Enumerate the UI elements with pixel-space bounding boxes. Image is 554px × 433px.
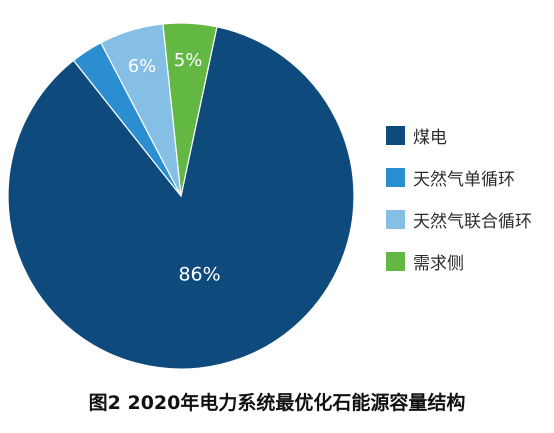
- legend-swatch-coal: [386, 125, 405, 145]
- legend-label-gas-simple-cycle: 天然气单循环: [413, 169, 515, 190]
- legend-swatch-gas-combined-cycle: [386, 209, 405, 229]
- legend-item-gas-combined-cycle: 天然气联合循环: [386, 208, 532, 232]
- legend-item-gas-simple-cycle: 天然气单循环: [386, 166, 532, 190]
- pie-slice-coal: [7, 26, 355, 370]
- legend-label-coal: 煤电: [413, 127, 447, 148]
- legend-label-gas-combined-cycle: 天然气联合循环: [413, 211, 532, 232]
- pie-label-coal: 86%: [178, 264, 220, 286]
- legend-label-demand-side: 需求侧: [413, 253, 464, 274]
- pie-slice-demand-side: [162, 22, 218, 197]
- pie-label-demand-side: 5%: [174, 50, 203, 71]
- legend-swatch-gas-simple-cycle: [386, 167, 405, 187]
- pie-label-gas-combined-cycle: 6%: [128, 56, 157, 77]
- legend-item-coal: 煤电: [386, 124, 532, 148]
- chart-title: 图2 2020年电力系统最优化石能源容量结构: [88, 392, 466, 414]
- pie-chart: 86% 6% 5%: [7, 22, 355, 370]
- legend-swatch-demand-side: [386, 251, 405, 271]
- legend: 煤电 天然气单循环 天然气联合循环 需求侧: [386, 124, 532, 274]
- legend-item-demand-side: 需求侧: [386, 250, 532, 274]
